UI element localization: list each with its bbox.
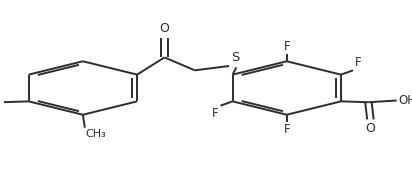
Text: S: S: [231, 51, 239, 64]
Text: F: F: [283, 40, 290, 53]
Text: F: F: [355, 56, 362, 70]
Text: O: O: [365, 122, 375, 134]
Text: OH: OH: [398, 94, 412, 107]
Text: F: F: [212, 106, 218, 120]
Text: O: O: [159, 22, 169, 35]
Text: CH₃: CH₃: [86, 129, 106, 139]
Text: F: F: [283, 123, 290, 136]
